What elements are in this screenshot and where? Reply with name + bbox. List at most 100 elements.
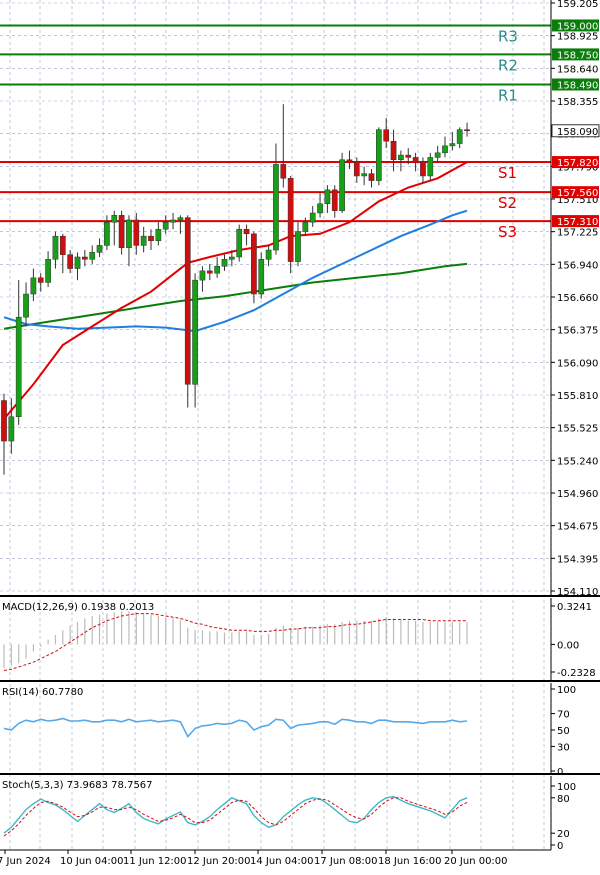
candle-body <box>346 159 353 163</box>
price-tick-label: 156.375 <box>557 326 598 337</box>
candle-body <box>192 279 198 385</box>
price-tick-label: 155.810 <box>557 391 598 402</box>
panel-frames <box>0 595 600 851</box>
level-tag-bg <box>552 19 599 32</box>
grid-lines <box>0 0 551 850</box>
rsi-label: RSI(14) 60.7780 <box>2 687 83 698</box>
candle-body <box>111 215 118 223</box>
candle-body <box>89 252 96 260</box>
stoch-label: Stoch(5,3,3) 73.9683 78.7567 <box>2 780 153 791</box>
rsi-panel: RSI(14) 60.7780 100 70 50 30 0 <box>2 683 576 778</box>
rsi-tick-label: 70 <box>557 710 570 721</box>
candle-body <box>37 277 44 283</box>
candle-body <box>243 228 250 235</box>
candle-body <box>199 270 206 281</box>
candle-body <box>170 219 176 223</box>
price-tick-label: 154.960 <box>557 489 598 500</box>
rsi-tick-label: 100 <box>557 685 576 696</box>
level-tag-label: 157.820 <box>557 158 598 169</box>
macd-signal-line <box>3 613 467 671</box>
level-name-r1: R1 <box>498 87 518 105</box>
candle-body <box>265 249 272 260</box>
candle-body <box>383 129 390 142</box>
price-tick-label: 154.675 <box>557 522 598 533</box>
candle-body <box>214 265 221 274</box>
price-tick-label: 158.925 <box>557 32 598 43</box>
level-tag-label: 157.560 <box>557 188 598 199</box>
candle-body <box>148 235 154 242</box>
panel-separator <box>0 773 600 775</box>
time-axis-label: 18 Jun 16:00 <box>378 856 442 867</box>
candle-body <box>229 256 235 260</box>
candle-body <box>162 222 169 230</box>
last-price-tag-bg <box>551 124 600 138</box>
stoch-tick-label: 100 <box>557 782 576 793</box>
candle-body <box>155 228 162 242</box>
level-tag-label: 158.750 <box>557 50 598 61</box>
candle-body <box>317 203 323 214</box>
stoch-main-line <box>3 795 468 834</box>
time-axis-label: 7 Jun 2024 <box>0 856 51 867</box>
candle-body <box>118 215 125 248</box>
level-tag-label: 157.310 <box>557 217 598 228</box>
level-name-s3: S3 <box>498 223 517 241</box>
candle-body <box>353 161 360 177</box>
candle-body <box>376 129 382 181</box>
price-tick-label: 156.940 <box>557 260 598 271</box>
price-tick-label: 154.395 <box>557 554 598 565</box>
price-tick-label: 158.640 <box>557 64 598 75</box>
candle-body <box>456 129 463 144</box>
candle-body <box>82 256 88 260</box>
candle-body <box>339 159 345 211</box>
price-axis: 159.205158.925158.640158.355158.070157.7… <box>550 0 600 598</box>
level-tag-bg <box>552 186 599 199</box>
time-axis-label: 14 Jun 04:00 <box>250 856 314 867</box>
candle-body <box>251 233 257 295</box>
candle-body <box>221 259 228 267</box>
candle-body <box>23 293 29 318</box>
candle-body <box>302 222 309 232</box>
candle-body <box>8 416 15 442</box>
candle-body <box>273 164 279 251</box>
candle-body <box>295 231 301 262</box>
level-tag-label: 159.000 <box>557 21 598 32</box>
price-tick-label: 155.525 <box>557 424 598 435</box>
price-tick-label: 156.660 <box>557 293 598 304</box>
price-tick-label: 154.110 <box>557 587 598 598</box>
stoch-signal-line <box>3 797 468 837</box>
candle-body <box>104 222 110 246</box>
candle-body <box>405 154 412 158</box>
panel-separator <box>0 680 600 682</box>
candle-body <box>412 157 419 163</box>
price-tick-label: 157.510 <box>557 195 598 206</box>
time-axis-label: 17 Jun 08:00 <box>314 856 378 867</box>
stoch-tick-label: 80 <box>557 794 570 805</box>
macd-label: MACD(12,26,9) 0.1938 0.2013 <box>2 602 154 613</box>
candle-body <box>368 173 375 181</box>
candle-body <box>96 245 103 253</box>
stoch-tick-label: 0 <box>557 841 563 852</box>
macd-tick-label: 0.00 <box>557 640 579 651</box>
level-tag-label: 158.490 <box>557 81 598 92</box>
candle-body <box>67 254 74 269</box>
candle-body <box>287 178 294 262</box>
level-tag-bg <box>552 48 599 61</box>
price-tick-label: 155.240 <box>557 456 598 467</box>
candle-body <box>52 235 59 260</box>
price-tick-label: 157.225 <box>557 228 598 239</box>
ma-slow-line <box>3 262 468 330</box>
price-tick-label: 158.355 <box>557 97 598 108</box>
candle-body <box>449 143 456 147</box>
macd-tick-label: 0.3241 <box>557 602 592 613</box>
candle-body <box>45 259 51 283</box>
candle-body <box>324 189 331 204</box>
level-tag-bg <box>552 78 599 91</box>
candle-body <box>140 235 147 246</box>
panel-separator <box>0 595 600 597</box>
candle-body <box>464 129 470 132</box>
level-tag-bg <box>552 156 599 169</box>
level-name-s1: S1 <box>498 164 517 182</box>
time-axis-label: 10 Jun 04:00 <box>60 856 124 867</box>
